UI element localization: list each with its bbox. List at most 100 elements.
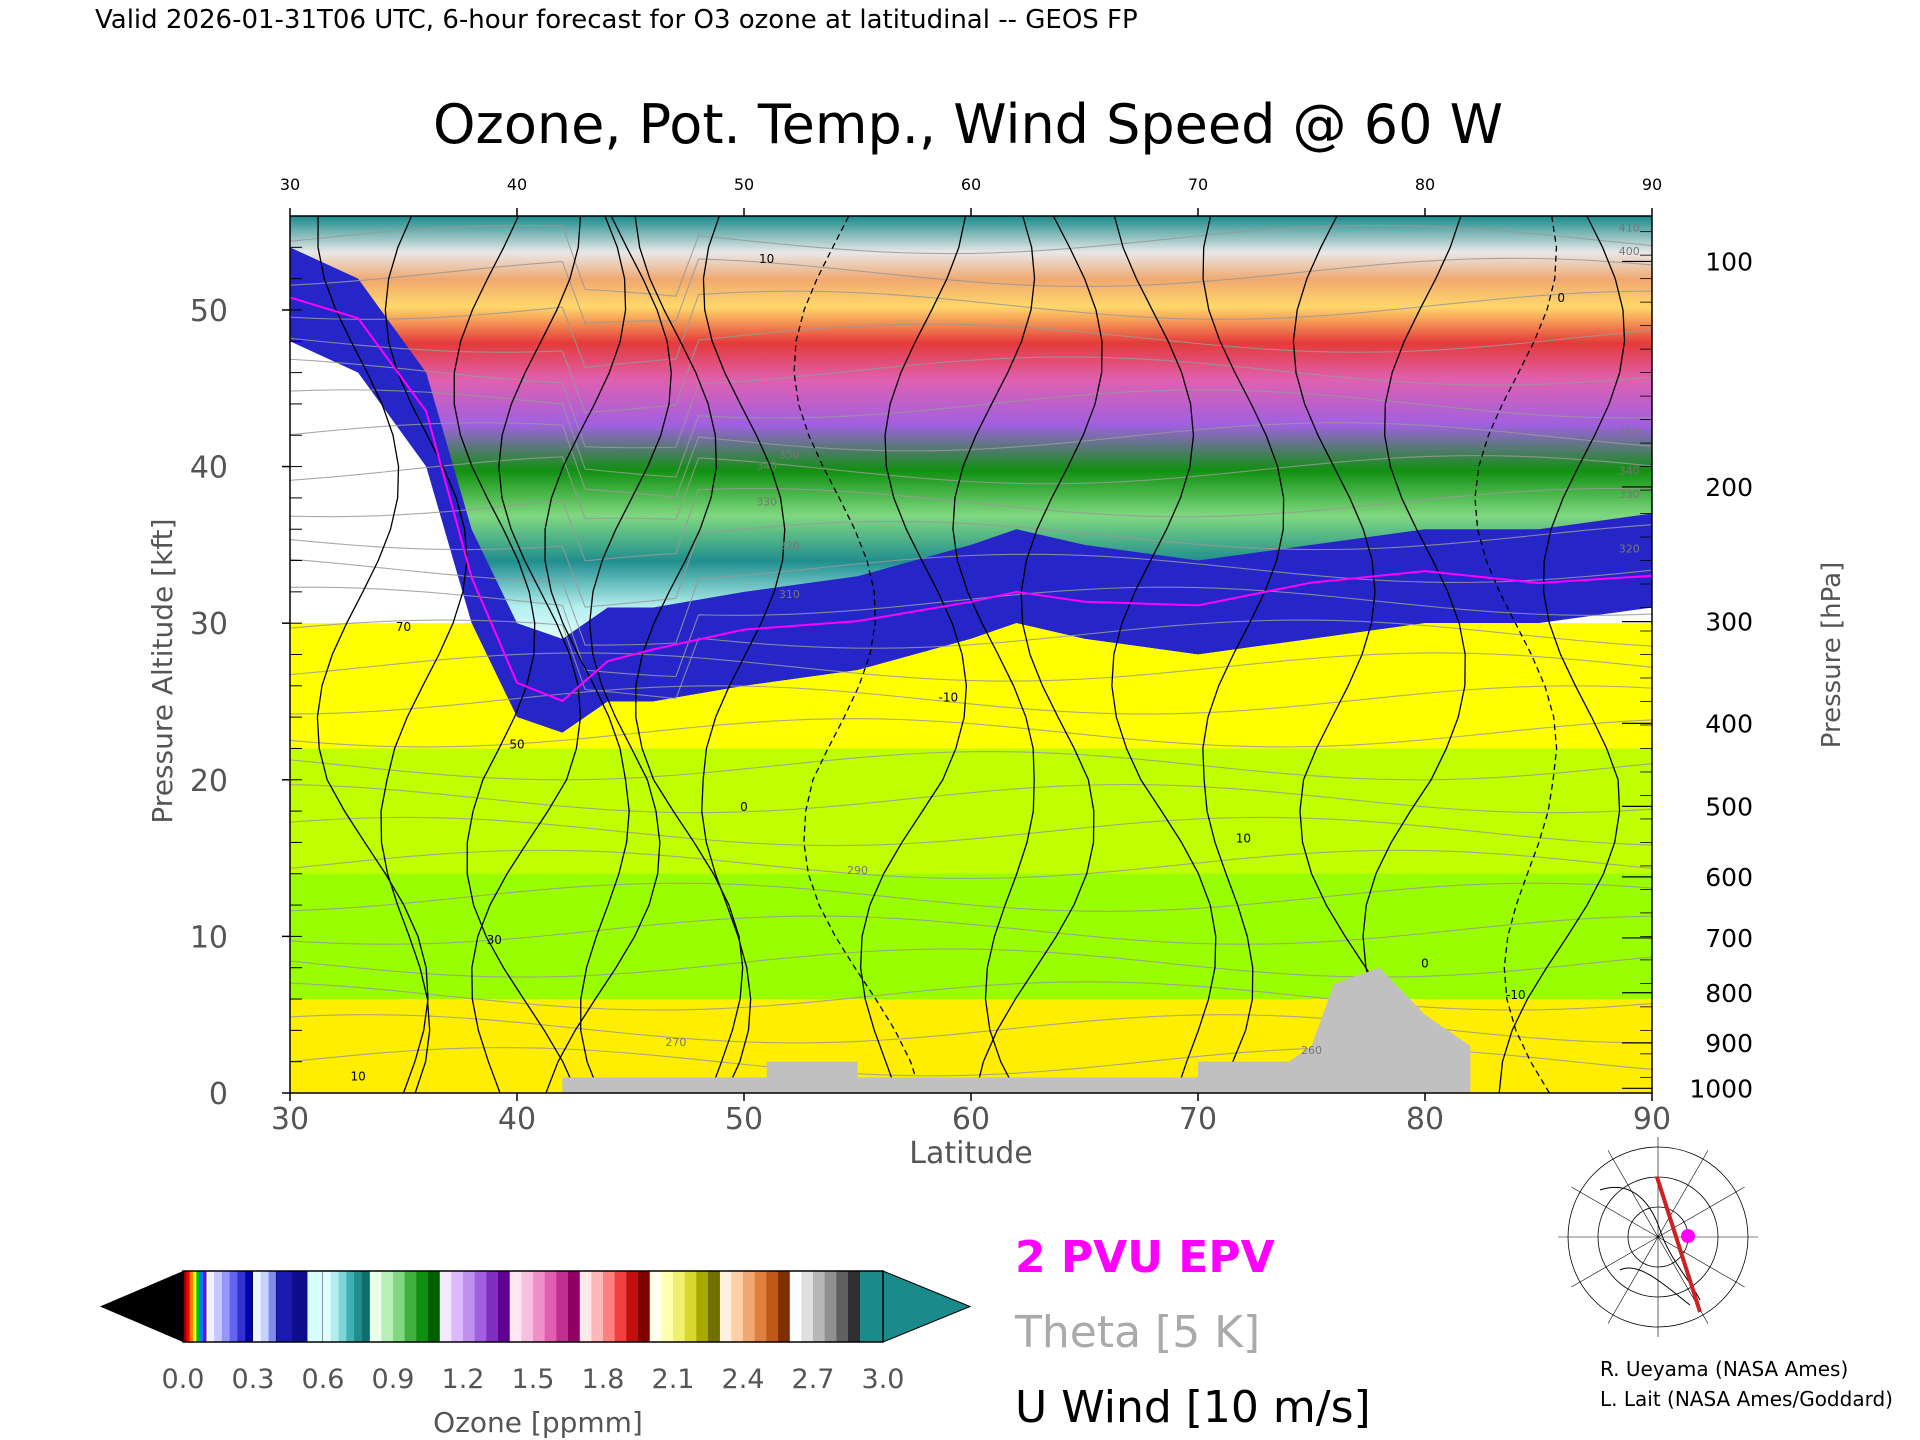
colorbar-tick-label: 0.3 — [232, 1364, 275, 1395]
globe-grid-icon — [1657, 1236, 1745, 1288]
colorbar-swatch — [591, 1271, 604, 1342]
y-tick-label: 40 — [190, 451, 228, 486]
theta-isoline — [290, 685, 1652, 715]
colorbar-tick-label: 1.5 — [512, 1364, 555, 1395]
theta-isoline — [290, 455, 1652, 520]
colorbar-swatch — [186, 1271, 191, 1342]
colorbar-swatch — [801, 1271, 814, 1342]
epv-2pvu-line — [290, 296, 1652, 703]
colorbar-swatch — [848, 1271, 861, 1342]
colorbar-swatch — [836, 1271, 849, 1342]
colorbar-swatch — [307, 1271, 324, 1342]
theta-isoline — [290, 553, 1652, 646]
chart-title: Ozone, Pot. Temp., Wind Speed @ 60 W — [433, 93, 1503, 156]
colorbar-ticks: 0.0 0.3 0.6 0.9 1.2 1.5 1.8 2.1 2.4 2.7 3.0 — [162, 1364, 905, 1395]
wind-isoline — [1498, 216, 1626, 1093]
top-tick-label: 30 — [280, 175, 300, 194]
theta-isoline — [290, 948, 1652, 978]
colorbar-swatch — [404, 1271, 417, 1342]
colorbar-swatch — [568, 1271, 581, 1342]
y-tick-label: 50 — [190, 294, 228, 329]
colorbar-swatch — [743, 1271, 756, 1342]
theta-isoline — [290, 224, 1652, 297]
y-axis-right-label: Pressure [hPa] — [1817, 562, 1847, 749]
top-tick-label: 70 — [1188, 175, 1208, 194]
colorbar-swatch — [439, 1271, 452, 1342]
colorbar-swatch — [719, 1271, 732, 1342]
wind-contour-label: 10 — [350, 1069, 365, 1083]
x-tick-label: 30 — [271, 1102, 309, 1137]
theta-contour-label: 330 — [1619, 488, 1640, 501]
colorbar-swatch — [346, 1271, 355, 1342]
colorbar-label: Ozone [ppmm] — [433, 1406, 643, 1439]
top-tick-label: 60 — [961, 175, 981, 194]
colorbar-swatch — [649, 1271, 662, 1342]
wind-isoline — [380, 216, 468, 1093]
valid-time-header: Valid 2026-01-31T06 UTC, 6-hour forecast… — [95, 5, 1138, 35]
x-axis-label: Latitude — [909, 1136, 1032, 1171]
colorbar-tick-label: 0.6 — [302, 1364, 345, 1395]
colorbar-tick-label: 1.2 — [442, 1364, 485, 1395]
theta-isoline — [290, 323, 1652, 413]
theta-isoline — [290, 356, 1652, 449]
colorbar-swatch — [361, 1271, 371, 1342]
x-axis-ticks: 30 40 50 60 70 80 90 — [271, 1093, 1671, 1137]
pressure-tick-label: 500 — [1705, 792, 1753, 821]
y-axis-left-label: Pressure Altitude [kft] — [146, 518, 179, 823]
wind-contour-label: 0 — [1421, 957, 1429, 971]
wind-isoline — [860, 216, 968, 1093]
top-tick-label: 50 — [734, 175, 754, 194]
theta-isoline — [290, 257, 1652, 324]
colorbar-swatch — [474, 1271, 487, 1342]
colorbar-swatch — [498, 1271, 511, 1342]
colorbar-swatch — [451, 1271, 464, 1342]
theta-contour-label: 340 — [1619, 464, 1640, 477]
colorbar-swatch — [521, 1271, 534, 1342]
colorbar-swatch — [229, 1271, 238, 1342]
colorbar-swatch — [199, 1271, 204, 1342]
colorbar-swatch — [533, 1271, 546, 1342]
wind-isoline — [952, 216, 1036, 1093]
colorbar-tick-label: 0.9 — [372, 1364, 415, 1395]
locator-map — [1558, 1137, 1758, 1337]
colorbar-swatch — [369, 1271, 382, 1342]
pressure-tick-label: 300 — [1705, 608, 1753, 637]
wind-contour-label: 0 — [1557, 291, 1565, 305]
theta-contour-label: 270 — [665, 1036, 686, 1049]
x-tick-label: 40 — [498, 1102, 536, 1137]
colorbar-swatch — [661, 1271, 674, 1342]
colorbar-swatch — [626, 1271, 639, 1342]
y-tick-label: 20 — [190, 764, 228, 799]
y-axis-left-ticks: 0 10 20 30 40 50 — [190, 246, 302, 1112]
colorbar-swatch — [789, 1271, 802, 1342]
theta-isoline — [290, 882, 1652, 912]
theta-isoline — [290, 816, 1652, 847]
colorbar-swatch — [428, 1271, 441, 1342]
wind-isoline — [544, 216, 630, 1093]
colorbar-over-triangle — [882, 1270, 972, 1343]
credit-line-2: L. Lait (NASA Ames/Goddard) — [1600, 1387, 1893, 1411]
wind-isoline — [793, 216, 922, 1093]
colorbar-swatch — [673, 1271, 686, 1342]
colorbar-tick-label: 1.8 — [582, 1364, 625, 1395]
wind-contour-label: 50 — [509, 737, 524, 751]
top-axis-ticks: 30 40 50 60 70 80 90 — [280, 175, 1662, 216]
top-tick-label: 80 — [1415, 175, 1435, 194]
route-line-icon — [1655, 1176, 1702, 1313]
globe-grid-icon — [1607, 1236, 1659, 1324]
pressure-tick-label: 400 — [1705, 709, 1753, 738]
colorbar-swatch — [268, 1271, 277, 1342]
colorbar-swatch — [416, 1271, 429, 1342]
x-tick-label: 70 — [1179, 1102, 1217, 1137]
colorbar-frame — [182, 1270, 884, 1343]
colorbar-swatch — [603, 1271, 616, 1342]
theta-contour-label: 290 — [847, 864, 868, 877]
wind-isoline — [1292, 216, 1421, 1093]
wind-contour-label: 0 — [740, 800, 748, 814]
theta-contour-label: 320 — [1619, 543, 1640, 556]
colorbar-tick-label: 2.1 — [652, 1364, 695, 1395]
theta-isoline — [290, 783, 1652, 814]
y-axis-right-ticks: 100 200 300 400 500 600 700 800 900 1000 — [1622, 231, 1753, 1103]
wind-isoline — [1111, 216, 1217, 1093]
theta-contour-label: 330 — [756, 496, 777, 509]
